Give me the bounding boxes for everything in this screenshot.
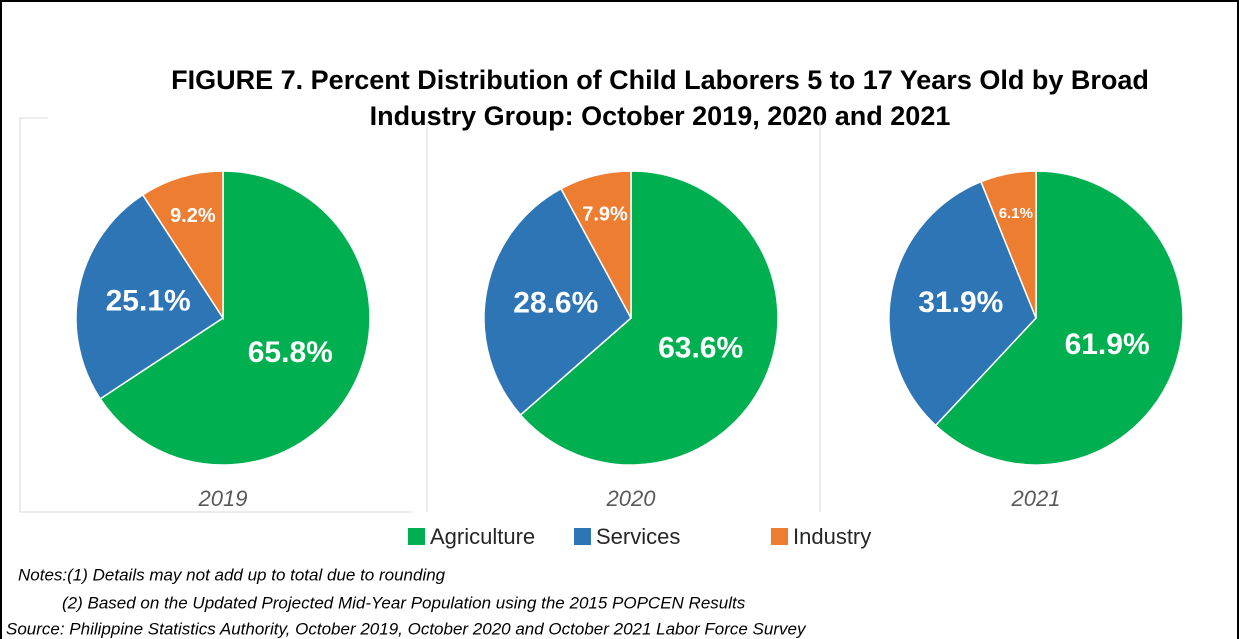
pie-label: 2020 xyxy=(606,486,657,511)
data-label: 9.2% xyxy=(170,205,216,227)
data-label: 65.8% xyxy=(248,336,333,369)
pie-slice xyxy=(519,170,779,466)
data-label: 61.9% xyxy=(1065,328,1150,361)
source: Source: Philippine Statistics Authority,… xyxy=(6,619,807,638)
pie-slice xyxy=(934,170,1184,466)
note: (2) Based on the Updated Projected Mid-Y… xyxy=(62,593,746,612)
legend-label: Industry xyxy=(793,524,871,549)
pie-slice xyxy=(75,193,225,400)
legend-swatch xyxy=(771,528,788,545)
panel-border xyxy=(19,117,412,513)
data-label: 6.1% xyxy=(999,205,1033,222)
legend-label: Agriculture xyxy=(430,524,535,549)
data-label: 63.6% xyxy=(658,331,743,364)
data-label: 31.9% xyxy=(918,286,1003,319)
pie-label: 2019 xyxy=(198,486,248,511)
chart-title: FIGURE 7. Percent Distribution of Child … xyxy=(171,65,1149,95)
pie-slice xyxy=(99,170,371,466)
pie-slice xyxy=(979,170,1037,319)
pie-slice xyxy=(888,180,1037,427)
note: Notes:(1) Details may not add up to tota… xyxy=(18,565,446,584)
pie-label: 2021 xyxy=(1011,486,1061,511)
data-label: 28.6% xyxy=(513,286,598,319)
pie-slice xyxy=(560,170,632,319)
data-label: 7.9% xyxy=(582,204,628,226)
legend-swatch xyxy=(408,528,425,545)
pie-slice xyxy=(483,187,632,417)
pie-slice xyxy=(141,170,224,321)
chart-title: Industry Group: October 2019, 2020 and 2… xyxy=(370,101,951,131)
data-label: 25.1% xyxy=(106,284,191,317)
legend-swatch xyxy=(574,528,591,545)
legend-label: Services xyxy=(596,524,680,549)
